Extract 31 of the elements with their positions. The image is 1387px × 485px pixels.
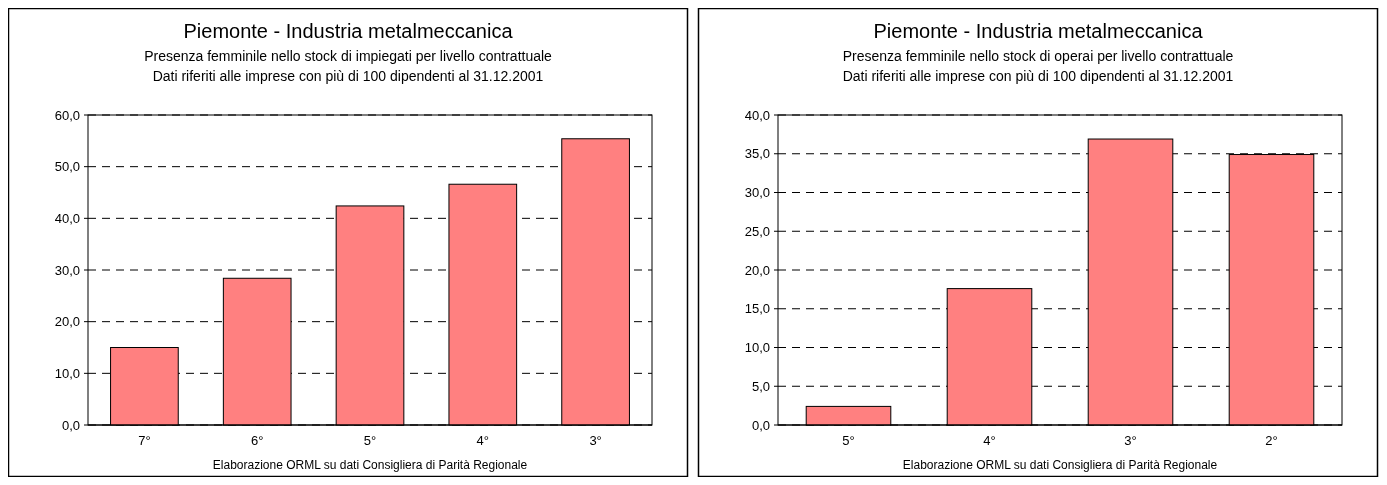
y-tick-label: 60,0	[54, 107, 80, 123]
y-tick-label: 30,0	[54, 262, 80, 278]
chart-title: Piemonte - Industria metalmeccanica	[183, 20, 514, 42]
x-tick-label: 6°	[250, 433, 264, 448]
x-tick-label: 5°	[363, 433, 377, 448]
y-tick-label: 5,0	[751, 378, 770, 394]
x-tick-label: 4°	[476, 433, 490, 448]
x-tick-label: 3°	[589, 433, 602, 448]
text: Elaborazione ORML su dati Consigliera di Parità Regionale	[902, 458, 1218, 472]
chart-subtitle: Presenza femminile nello stock di impiegati per livello contrattuale Dati riferiti alle imprese con più di 100 dipendenti al 31.12.2001	[144, 48, 553, 84]
x-tick-label: 5°	[842, 433, 855, 448]
text: Elaborazione ORML su dati Consigliera di Parità Regionale	[212, 458, 528, 472]
chart-subtitle: Presenza femminile nello stock di operai per livello contrattuale Dati riferiti alle imprese con più di 100 dipendenti al 31.12.2001	[842, 48, 1234, 84]
y-tick-label: 25,0	[744, 223, 770, 239]
y-tick-label: 20,0	[744, 262, 770, 278]
y-tick-label: 0,0	[751, 417, 770, 433]
x-tick-label: 3°	[1124, 433, 1137, 448]
y-tick-label: 20,0	[54, 314, 80, 330]
x-tick-label: 2°	[1265, 433, 1278, 448]
y-tick-label: 40,0	[744, 107, 770, 123]
chart-title: Piemonte - Industria metalmeccanica	[873, 20, 1204, 42]
x-tick-label: 4°	[983, 433, 996, 448]
y-tick-label: 0,0	[61, 417, 80, 433]
y-tick-label: 10,0	[54, 365, 80, 381]
y-tick-label: 35,0	[744, 146, 770, 162]
y-tick-label: 50,0	[54, 159, 80, 175]
y-tick-label: 10,0	[744, 340, 770, 356]
x-tick-label: 7°	[138, 433, 151, 448]
y-tick-label: 15,0	[744, 301, 770, 317]
y-tick-label: 30,0	[744, 185, 770, 201]
y-tick-label: 40,0	[54, 210, 80, 226]
